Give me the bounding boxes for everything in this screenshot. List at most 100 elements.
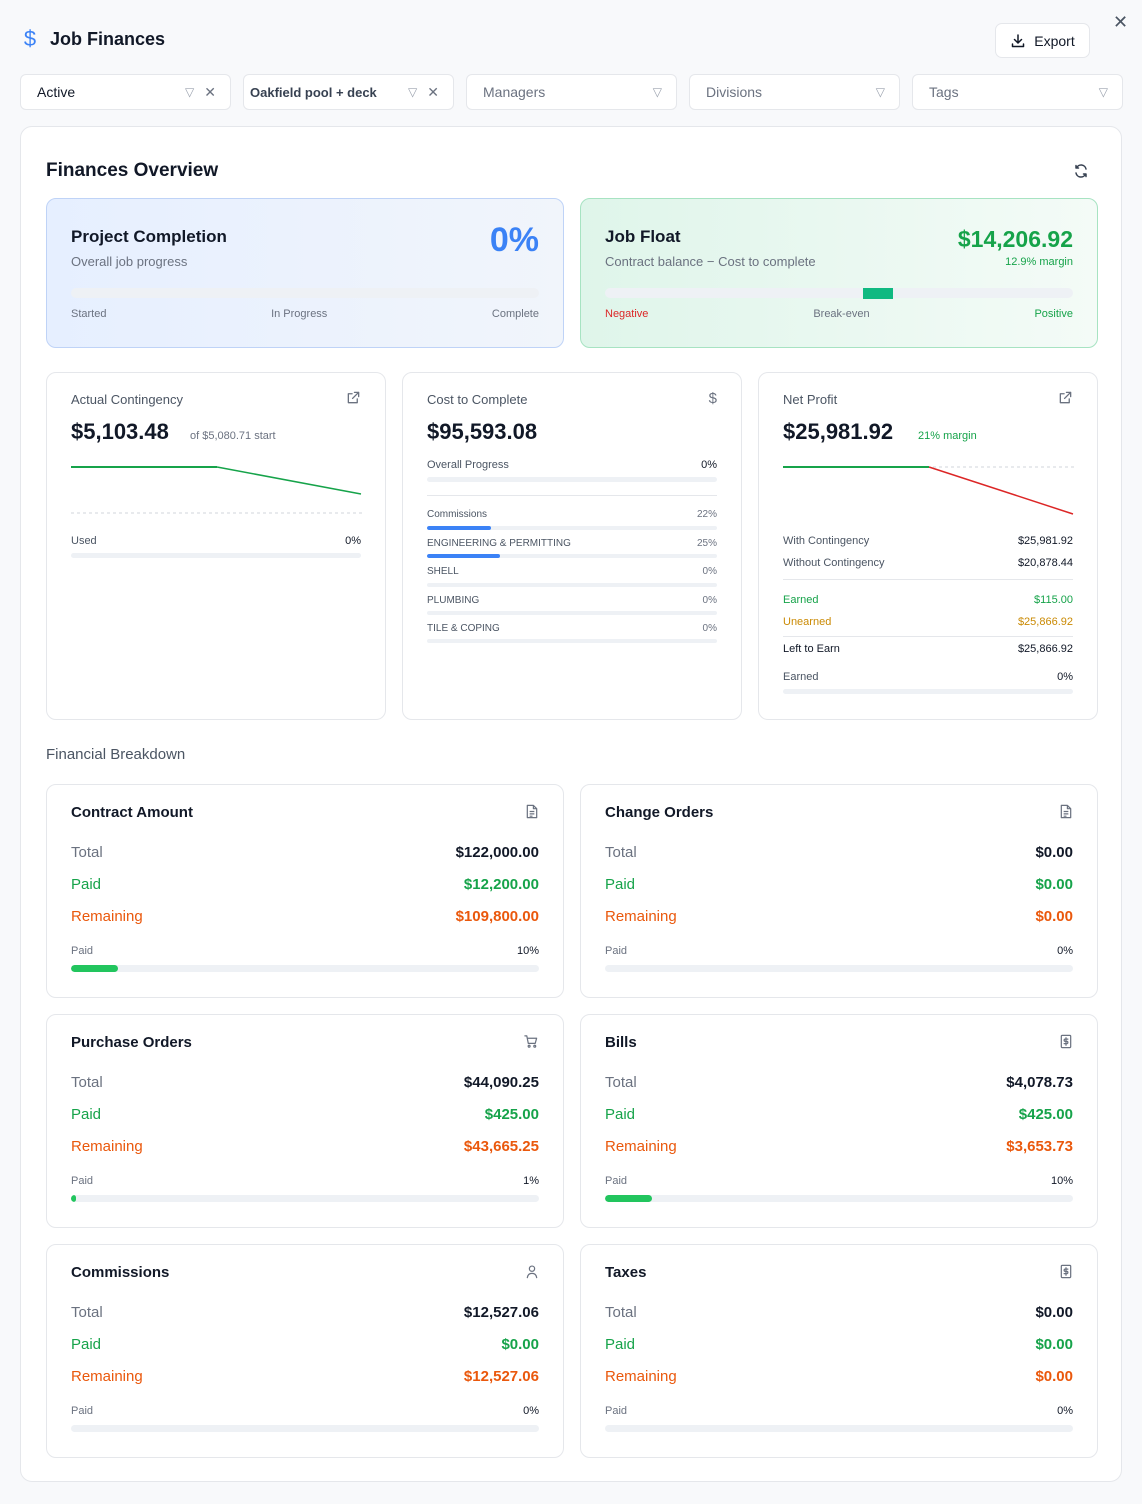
paid-progress-row: Paid 0% [71,1405,539,1417]
left-to-earn-row: Left to Earn $25,866.92 [783,643,1073,655]
breakdown-card-purchase-orders: Purchase Orders Total $44,090.25 Paid $4… [46,1014,564,1228]
paid-value: $425.00 [1018,1106,1073,1123]
paid-label: Paid [71,1106,102,1123]
document-icon [525,804,539,822]
clear-icon[interactable]: ✕ [204,83,216,100]
receipt-icon [1059,1034,1073,1052]
unearned-label: Unearned [783,616,832,628]
document-icon [1059,804,1073,822]
overall-progress-row: Overall Progress 0% [427,459,717,471]
paid-progress-value: 0% [1057,945,1073,957]
receipt-icon [1059,1264,1073,1282]
paid-progress-label: Paid [71,945,94,957]
clear-icon[interactable]: ✕ [427,83,439,100]
scale-positive: Positive [1034,308,1073,320]
left-to-earn-value: $25,866.92 [1017,643,1073,655]
job-float-card: Job Float Contract balance − Cost to com… [580,198,1098,348]
paid-progress-row: Paid 1% [71,1175,539,1187]
total-row: Total $12,527.06 [71,1304,539,1321]
tags-filter[interactable]: Tags ▽ [912,74,1123,110]
paid-progress-value: 0% [1057,1405,1073,1417]
job-filter[interactable]: Oakfield pool + deck ▽ ✕ [243,74,454,110]
scale-started: Started [71,308,107,320]
paid-value: $0.00 [1035,1336,1073,1353]
export-button[interactable]: Export [995,23,1090,58]
breakdown-card-commissions: Commissions Total $12,527.06 Paid $0.00 … [46,1244,564,1458]
managers-filter-label: Managers [483,84,546,100]
paid-progress-value: 10% [516,945,539,957]
ctc-item-value: 0% [702,595,717,606]
ctc-item-bar [427,526,717,530]
chevron-down-icon[interactable]: ▽ [185,85,195,99]
ctc-item: ENGINEERING & PERMITTING 25% [427,538,717,549]
paid-label: Paid [605,876,636,893]
paid-row: Paid $425.00 [71,1106,539,1123]
user-icon [525,1264,539,1282]
with-contingency-value: $25,981.92 [1017,535,1073,547]
refresh-icon[interactable] [1073,163,1089,184]
unearned-value: $25,866.92 [1017,616,1073,628]
paid-label: Paid [71,876,102,893]
export-label: Export [1034,32,1075,49]
completion-progress-bar [71,288,539,298]
total-value: $0.00 [1035,1304,1073,1321]
without-contingency-label: Without Contingency [783,557,885,569]
net-profit-title: Net Profit [783,392,838,407]
paid-label: Paid [605,1106,636,1123]
total-value: $12,527.06 [463,1304,539,1321]
used-label: Used [71,535,97,547]
remaining-value: $12,527.06 [463,1368,539,1385]
divisions-filter-label: Divisions [706,84,763,100]
contingency-start: of $5,080.71 start [190,430,276,442]
total-row: Total $122,000.00 [71,844,539,861]
contingency-title: Actual Contingency [71,392,184,407]
external-link-icon[interactable] [346,390,361,408]
managers-filter[interactable]: Managers ▽ [466,74,677,110]
total-label: Total [71,1304,103,1321]
download-icon [1012,33,1025,47]
remaining-row: Remaining $12,527.06 [71,1368,539,1385]
card-title: Taxes [605,1264,647,1281]
ctc-item: Commissions 22% [427,509,717,520]
paid-progress-label: Paid [605,945,628,957]
overall-progress-label: Overall Progress [427,459,509,471]
chevron-down-icon[interactable]: ▽ [1098,85,1108,99]
header: $ Job Finances [20,26,165,52]
ctc-title: Cost to Complete [427,392,528,407]
paid-progress-value: 0% [523,1405,539,1417]
cost-to-complete-card: Cost to Complete $ $95,593.08 Overall Pr… [402,372,742,720]
without-contingency-row: Without Contingency $20,878.44 [783,557,1073,569]
paid-progress-bar [71,1425,539,1432]
ctc-item-label: ENGINEERING & PERMITTING [427,538,571,549]
close-icon[interactable]: ✕ [1113,12,1129,32]
status-filter[interactable]: Active ▽ ✕ [20,74,231,110]
paid-progress-label: Paid [605,1405,628,1417]
remaining-value: $3,653.73 [1006,1138,1073,1155]
with-contingency-row: With Contingency $25,981.92 [783,535,1073,547]
paid-progress-label: Paid [71,1175,94,1187]
paid-value: $0.00 [501,1336,539,1353]
net-profit-card: Net Profit $25,981.92 21% margin With Co… [758,372,1098,720]
external-link-icon[interactable] [1058,390,1073,408]
paid-progress-fill [605,1195,652,1202]
paid-progress-bar [605,1425,1073,1432]
chevron-down-icon[interactable]: ▽ [652,85,662,99]
paid-progress-value: 1% [523,1175,539,1187]
earned-label: Earned [783,594,819,606]
card-title: Change Orders [605,804,714,821]
chevron-down-icon[interactable]: ▽ [875,85,885,99]
earned-value: $115.00 [1034,594,1073,606]
divider [783,579,1073,580]
overview-title: Finances Overview [46,160,219,181]
total-label: Total [71,844,103,861]
page-title: Job Finances [50,28,166,49]
filter-bar: Active ▽ ✕ Oakfield pool + deck ▽ ✕ Mana… [20,74,1123,110]
paid-value: $0.00 [1035,876,1073,893]
project-completion-title: Project Completion [71,227,227,246]
used-progress-bar [71,553,361,558]
paid-row: Paid $425.00 [605,1106,1073,1123]
divisions-filter[interactable]: Divisions ▽ [689,74,900,110]
earned-pct-label: Earned [783,671,819,683]
card-title: Bills [605,1034,637,1051]
chevron-down-icon[interactable]: ▽ [408,85,418,99]
